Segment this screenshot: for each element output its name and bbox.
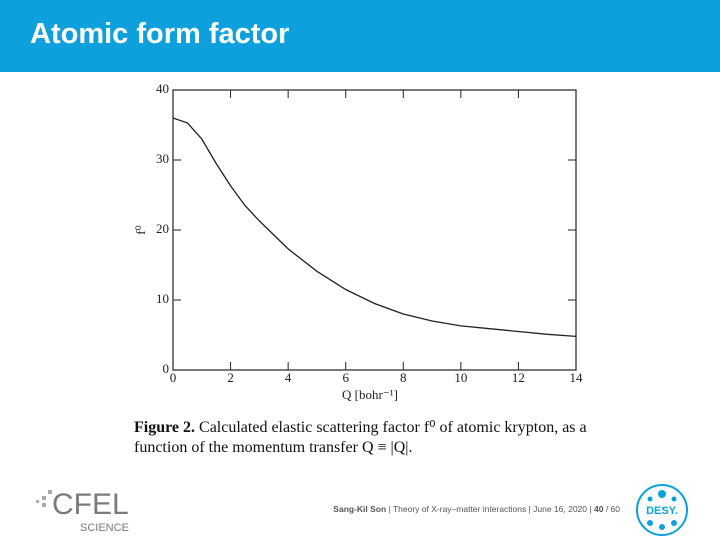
page: 40 [593, 504, 604, 514]
slide-title: Atomic form factor [30, 18, 290, 50]
footer: Sang-Kil Son | Theory of X-ray–matter in… [333, 504, 620, 514]
y-tick-label: 10 [156, 291, 169, 306]
x-tick-label: 14 [570, 370, 584, 385]
header: Atomic form factor [0, 0, 720, 72]
x-tick-label: 4 [285, 370, 292, 385]
x-tick-label: 12 [512, 370, 525, 385]
x-tick-label: 2 [227, 370, 234, 385]
x-tick-label: 10 [454, 370, 467, 385]
y-tick-label: 20 [156, 221, 169, 236]
y-tick-label: 0 [163, 361, 170, 376]
y-tick-label: 40 [156, 81, 169, 96]
cfel-sub: SCIENCE [80, 522, 129, 534]
info: | Theory of X-ray–matter interactions | … [388, 504, 592, 514]
desy-dots [647, 490, 677, 530]
data-line [172, 117, 577, 338]
plot-frame [172, 89, 577, 371]
x-axis-label: Q [bohr⁻¹] [342, 387, 398, 402]
y-tick-label: 30 [156, 151, 169, 166]
total: / 60 [605, 504, 620, 514]
cfel-logo: CFEL [52, 488, 129, 521]
caption-label: Figure 2. [134, 419, 196, 436]
y-axis-label: f⁰ [133, 225, 148, 235]
x-tick-label: 0 [170, 370, 177, 385]
desy-logo: DESY. [646, 505, 678, 517]
caption-text: Calculated elastic scattering factor f⁰ … [134, 419, 587, 456]
cfel-dots [36, 490, 52, 507]
caption: Figure 2. Calculated elastic scattering … [134, 418, 594, 458]
desy-ring [636, 484, 688, 536]
x-tick-label: 6 [342, 370, 349, 385]
x-tick-label: 8 [400, 370, 407, 385]
author: Sang-Kil Son [333, 504, 387, 514]
chart: Q [bohr⁻¹] f⁰ 0 2 4 6 8 10 12 14 0 10 20 30 40 [133, 81, 584, 402]
